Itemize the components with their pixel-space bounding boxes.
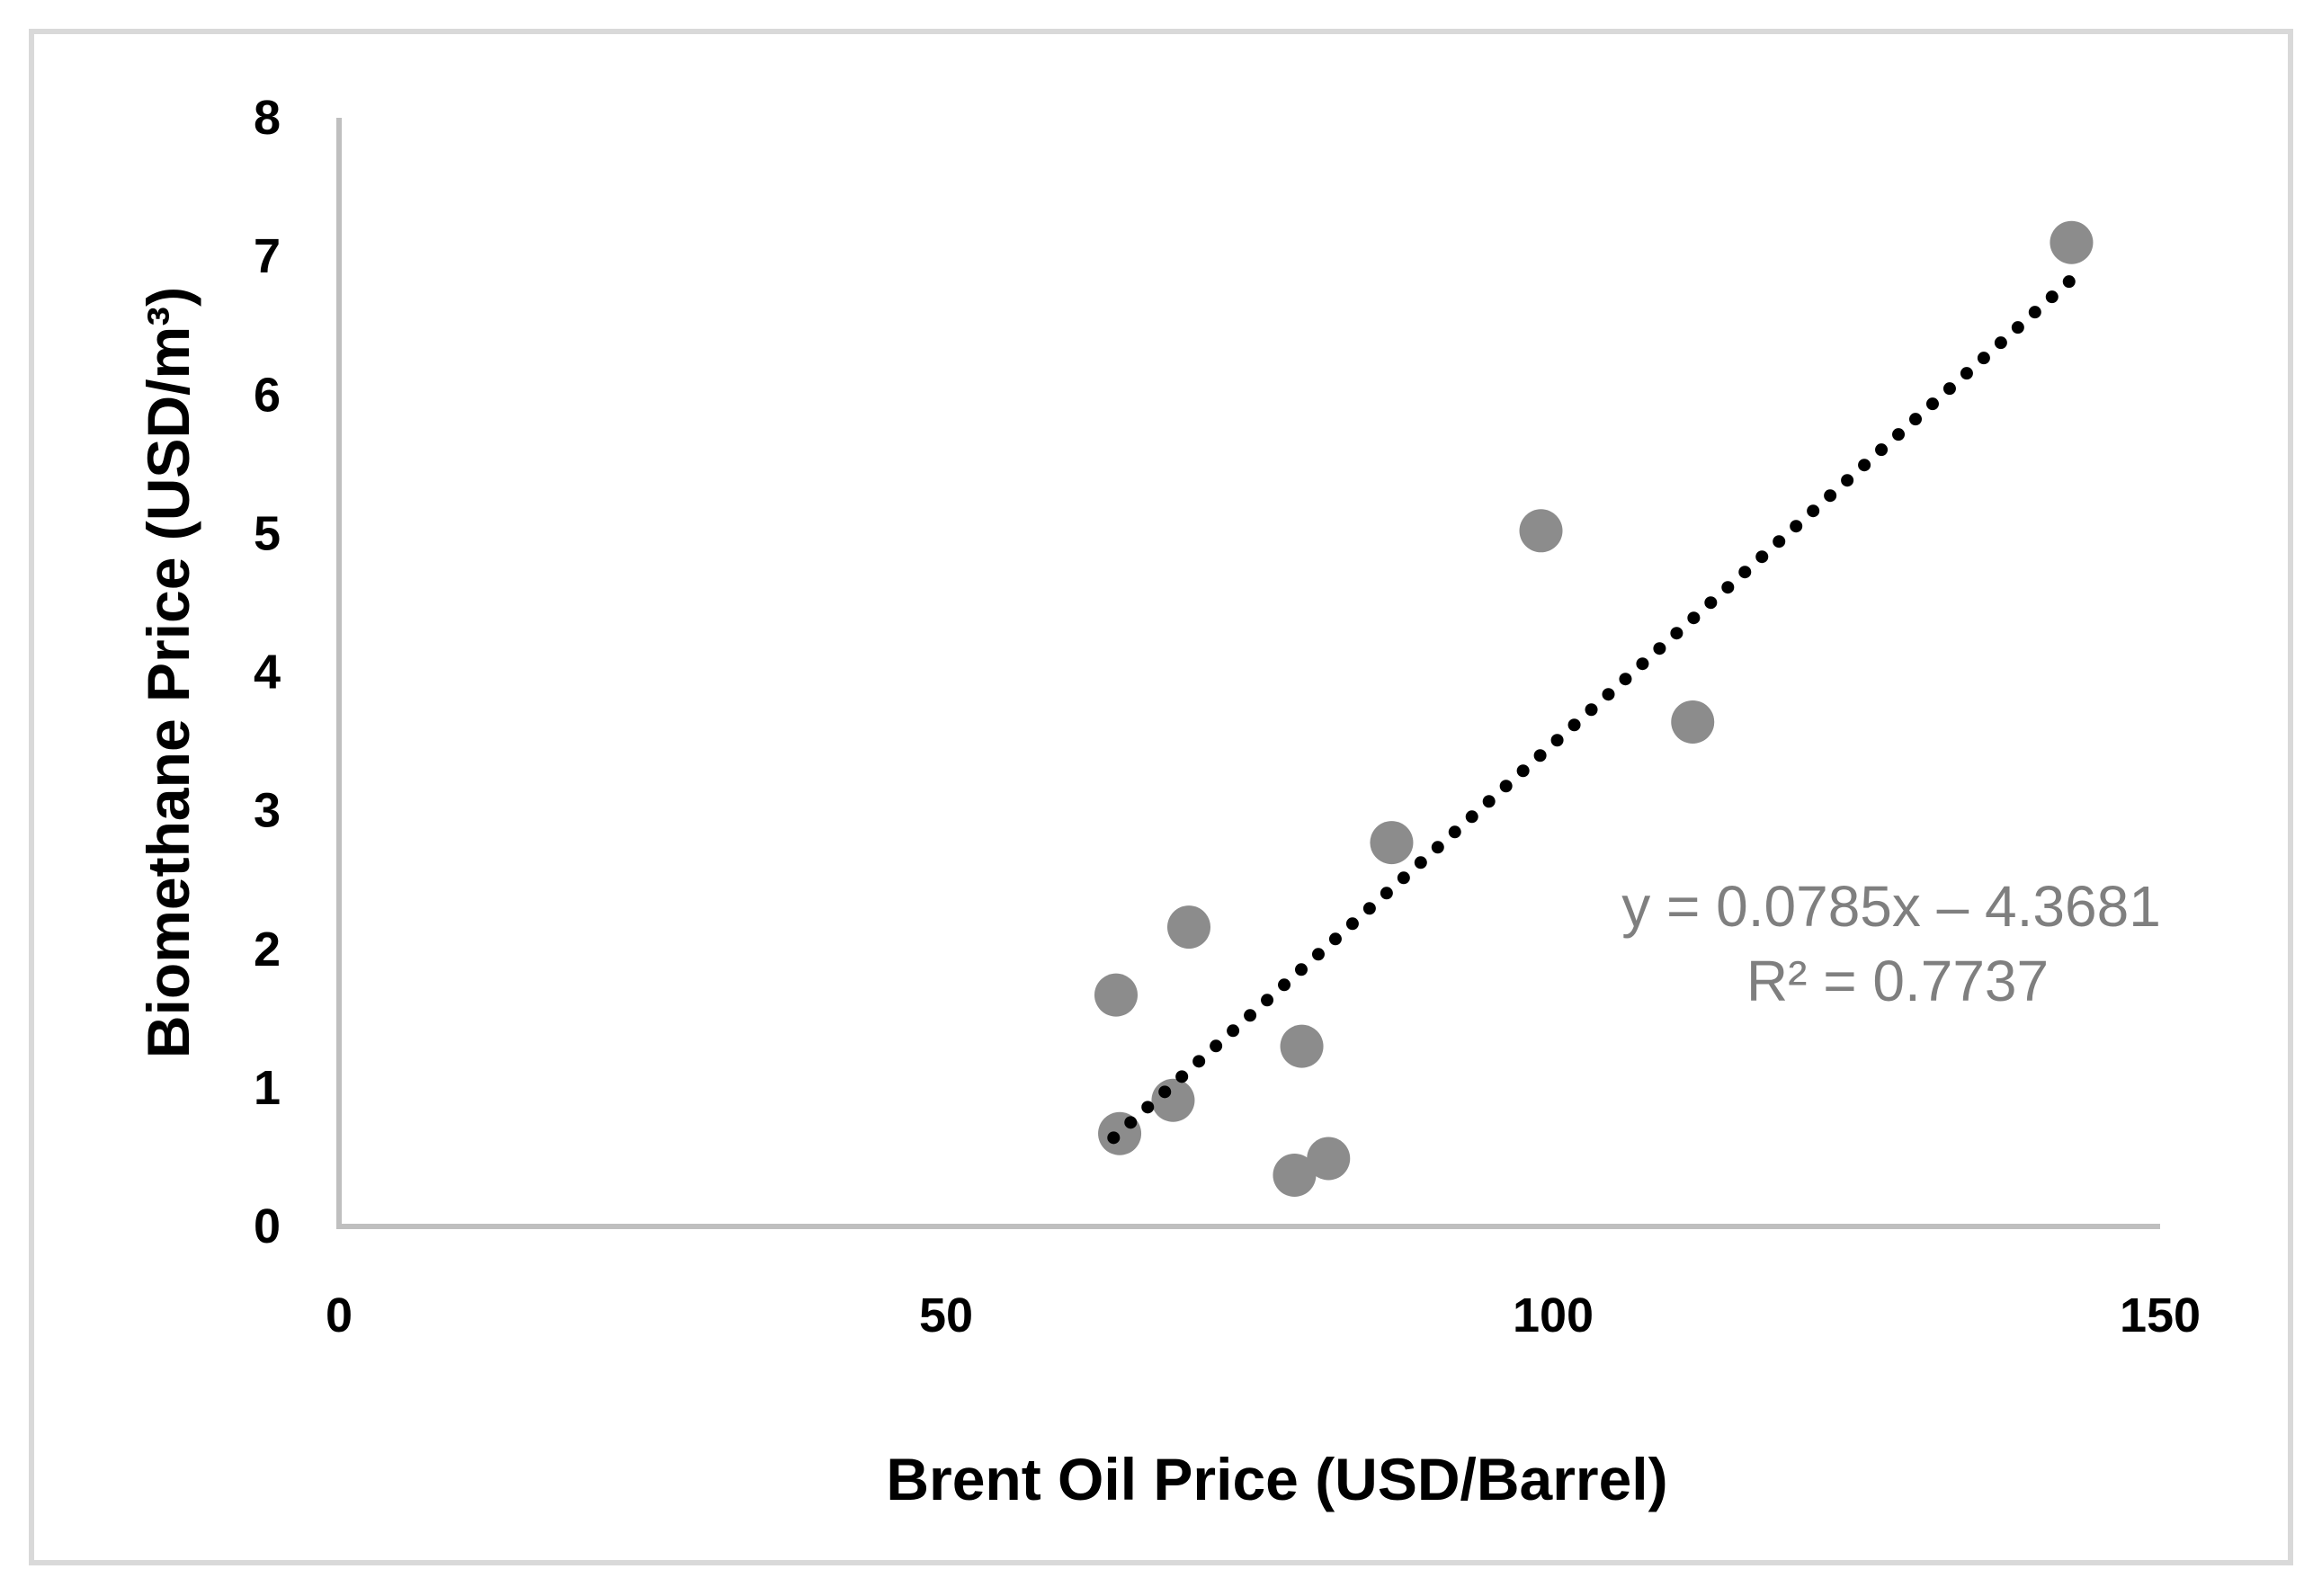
trendline-dot <box>1516 764 1530 778</box>
trendline-dot <box>1380 887 1393 900</box>
y-tick-label: 0 <box>254 1199 281 1253</box>
trendline-dot <box>1278 978 1291 992</box>
trendline-equation: y = 0.0785x – 4.3681 <box>1621 874 2161 939</box>
trendline-dot <box>1841 474 1854 487</box>
trendline-dot <box>1465 810 1478 824</box>
trendline-dot <box>1244 1009 1257 1022</box>
trendline-dot <box>1977 352 1990 365</box>
trendline-dot <box>1942 382 1956 396</box>
trendline-dot <box>1311 948 1325 961</box>
x-tick-label: 0 <box>326 1288 353 1342</box>
trendline-dot <box>1431 841 1444 854</box>
trendline-dot <box>1824 489 1837 503</box>
trendline-dot <box>1908 413 1922 426</box>
y-tick-label: 4 <box>254 646 281 700</box>
trendline-dot <box>1670 627 1683 640</box>
data-point <box>1370 821 1414 865</box>
data-point <box>1167 905 1210 950</box>
trendline-dot <box>1362 902 1376 915</box>
plot-area: 0 1 2 3 4 5 6 7 8 0 50 100 150 <box>254 91 2201 1342</box>
trendline-dot <box>1567 718 1581 732</box>
trendline-dot <box>1960 367 1973 380</box>
trendline-dot <box>1602 688 1615 701</box>
trendline-dot <box>1261 994 1274 1007</box>
trendline-dot <box>1925 397 1939 411</box>
trendline-dot <box>1807 504 1820 518</box>
trendline-dot <box>1158 1085 1172 1099</box>
y-tick-label: 5 <box>254 506 281 560</box>
trendline-dot <box>1414 856 1427 869</box>
y-tick-label: 8 <box>254 91 281 145</box>
trendline-dot <box>1619 673 1632 686</box>
y-tick-label: 2 <box>254 923 281 976</box>
data-point <box>1307 1137 1351 1181</box>
trendline-dot <box>1294 963 1308 976</box>
y-tick-label: 1 <box>254 1061 281 1115</box>
x-tick-label: 50 <box>919 1288 973 1342</box>
trendline-dot <box>2062 275 2076 289</box>
trendline-dot <box>1790 520 1803 533</box>
trendline-dot <box>1499 780 1513 793</box>
data-point <box>1519 509 1563 553</box>
trendline-dot <box>1704 596 1718 610</box>
trendline-dot <box>1141 1101 1155 1114</box>
y-tick-label: 3 <box>254 784 281 838</box>
trendline-dot <box>1210 1039 1223 1053</box>
trendline-dot <box>1636 657 1649 671</box>
data-point <box>1151 1078 1195 1122</box>
trendline-dot <box>1192 1055 1206 1068</box>
trendline-dot <box>1892 428 1906 441</box>
data-point <box>1671 700 1715 744</box>
x-axis-title: Brent Oil Price (USD/Barrel) <box>886 1446 1667 1512</box>
trendline-dot <box>1653 642 1666 655</box>
trendline-dot <box>1773 535 1786 548</box>
trendline-dot <box>2045 290 2059 304</box>
trendline-dot <box>1448 825 1461 839</box>
x-tick-label: 150 <box>2120 1288 2201 1342</box>
trendline-dot <box>1994 336 2007 350</box>
trendline-dot <box>1550 734 1564 747</box>
trendline-dot <box>1397 871 1410 885</box>
trendline-dot <box>2028 306 2041 319</box>
trendline-dot <box>1345 917 1359 931</box>
data-point <box>1273 1153 1317 1197</box>
trendline-dot <box>1738 566 1752 579</box>
trendline-dot <box>1721 581 1735 594</box>
trendline-dot <box>1858 459 1871 472</box>
figure-border <box>29 29 2293 1565</box>
data-point <box>2050 220 2094 264</box>
trendline-dot <box>1585 703 1598 717</box>
trendline-dot <box>1755 550 1769 564</box>
data-point <box>1280 1024 1324 1068</box>
trendline-dot <box>1533 749 1547 762</box>
y-tick-label: 7 <box>254 229 281 283</box>
data-point <box>1094 973 1138 1017</box>
trendline-dot <box>1687 611 1701 625</box>
trendline-dot <box>1482 795 1496 808</box>
y-tick-label: 6 <box>254 368 281 422</box>
y-axis-title: Biomethane Price (USD/m³) <box>135 287 201 1058</box>
trendline-dot <box>1124 1116 1138 1129</box>
trendline-dot <box>2011 321 2024 334</box>
trendline-dot <box>1875 443 1889 457</box>
trendline-dot <box>1227 1024 1240 1038</box>
trendline-dot <box>1328 932 1342 946</box>
trendline-dot <box>1107 1131 1121 1145</box>
r-squared-label: R² = 0.7737 <box>1746 949 2049 1013</box>
trendline-dot <box>1175 1070 1189 1083</box>
x-tick-label: 100 <box>1513 1288 1594 1342</box>
